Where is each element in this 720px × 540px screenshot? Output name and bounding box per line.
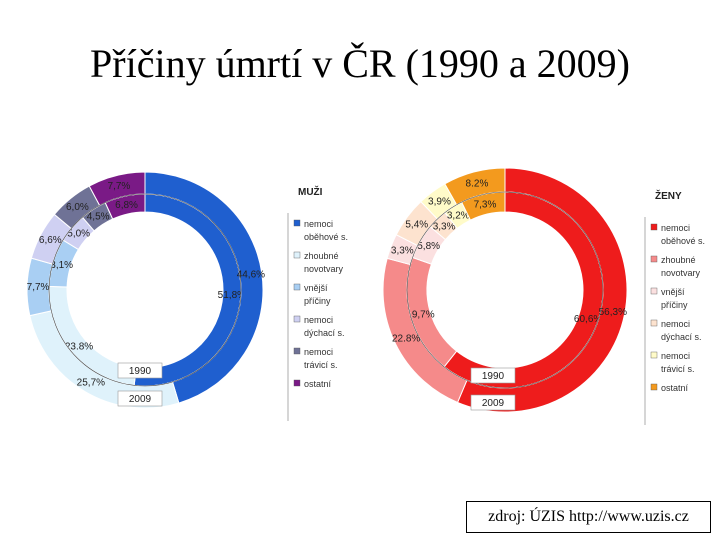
chart1-legend-item-3: nemoci dýchací s.: [650, 319, 702, 342]
chart1-ring-divider: [406, 191, 604, 389]
svg-text:trávicí s.: trávicí s.: [304, 360, 338, 370]
chart0-legend-item-0: nemoci oběhové s.: [293, 219, 348, 242]
chart0-outer-label-2: 7,7%: [27, 282, 50, 293]
chart0-inner-label-1: 23.8%: [65, 342, 93, 353]
svg-text:ostatní: ostatní: [304, 379, 332, 389]
chart0-outer-label-4: 6,0%: [66, 202, 89, 213]
chart1-inner-label-0: 60,6%: [574, 314, 602, 325]
chart0-legend-item-3: nemoci dýchací s.: [293, 315, 345, 338]
chart0-legend-item-5: ostatní: [293, 379, 332, 389]
men-donut-chart: 51,8% 23.8% 3,1% 5,0% 4,5% 6,8% 44,6% 25,7% 7,7%…: [26, 171, 348, 421]
chart1-outer-label-2: 3,3%: [391, 246, 414, 257]
chart0-outer-label-0: 44,6%: [237, 269, 265, 280]
svg-text:příčiny: příčiny: [661, 300, 688, 310]
chart0-inner-label-3: 5,0%: [67, 229, 90, 240]
chart0-ring-label-inner: 1990: [117, 362, 163, 379]
chart0-ring-divider: [48, 193, 242, 387]
chart0-outer-label-5: 7,7%: [108, 181, 131, 192]
chart1-outer-label-1: 22.8%: [392, 333, 420, 344]
chart0-legend-title: MUŽI: [298, 185, 323, 198]
chart1-legend-item-5: ostatní: [650, 383, 689, 393]
chart1-legend: ŽENY nemoci oběhové s. zhoubné novotvary vněj…: [644, 189, 705, 425]
chart1-outer-label-3: 5,4%: [405, 219, 428, 230]
chart0-inner-label-2: 3,1%: [50, 260, 73, 271]
chart0-legend-item-1: zhoubné novotvary: [293, 251, 344, 274]
svg-text:nemoci: nemoci: [661, 319, 690, 329]
chart0-inner-label-4: 4,5%: [87, 212, 110, 223]
svg-text:dýchací s.: dýchací s.: [304, 328, 345, 338]
chart1-outer-label-5: 8.2%: [466, 179, 489, 190]
chart1-legend-item-0: nemoci oběhové s.: [650, 223, 705, 246]
svg-text:trávicí s.: trávicí s.: [661, 364, 695, 374]
chart1-outer-label-0: 56,3%: [599, 307, 627, 318]
svg-text:zhoubné: zhoubné: [304, 251, 339, 261]
chart0-outer-label-3: 6,6%: [39, 235, 62, 246]
svg-text:novotvary: novotvary: [661, 268, 701, 278]
page-title: Příčiny úmrtí v ČR (1990 a 2009): [90, 41, 630, 86]
svg-text:ostatní: ostatní: [661, 383, 689, 393]
svg-text:nemoci: nemoci: [661, 223, 690, 233]
chart1-inner-label-3: 3,3%: [433, 221, 456, 232]
chart1-legend-item-1: zhoubné novotvary: [650, 255, 701, 278]
svg-text:nemoci: nemoci: [304, 219, 333, 229]
svg-text:dýchací s.: dýchací s.: [661, 332, 702, 342]
svg-text:zhoubné: zhoubné: [661, 255, 696, 265]
chart0-ring-label-outer: 2009: [117, 390, 163, 407]
svg-text:vnější: vnější: [304, 283, 328, 293]
chart0-legend-item-2: vnější příčiny: [293, 283, 331, 306]
svg-text:oběhové s.: oběhové s.: [304, 232, 348, 242]
svg-text:nemoci: nemoci: [661, 351, 690, 361]
chart1-ring-label-inner: 1990: [470, 367, 516, 384]
chart0-inner-label-5: 6,8%: [115, 200, 138, 211]
svg-text:2009: 2009: [129, 394, 152, 405]
chart0-legend-item-4: nemoci trávicí s.: [293, 347, 338, 370]
chart1-outer-label-4: 3,9%: [428, 197, 451, 208]
chart0-legend: MUŽI nemoci oběhové s. zhoubné novotvary vněj…: [287, 185, 348, 421]
svg-text:1990: 1990: [129, 366, 152, 377]
svg-text:oběhové s.: oběhové s.: [661, 236, 705, 246]
chart1-inner-label-1: 19,7%: [406, 309, 434, 320]
source-citation: zdroj: ÚZIS http://www.uzis.cz: [466, 501, 711, 533]
chart0-inner-label-0: 51,8%: [218, 290, 246, 301]
svg-text:příčiny: příčiny: [304, 296, 331, 306]
svg-text:2009: 2009: [482, 398, 505, 409]
chart1-legend-title: ŽENY: [655, 189, 682, 202]
chart0-outer-label-1: 25,7%: [77, 377, 105, 388]
svg-text:novotvary: novotvary: [304, 264, 344, 274]
svg-text:vnější: vnější: [661, 287, 685, 297]
svg-text:nemoci: nemoci: [304, 315, 333, 325]
women-donut-chart: 60,6%19,7%5,8%3,3%3,2%7,3%56,3%22.8%3,3%…: [382, 167, 705, 425]
chart1-inner-label-4: 3,2%: [447, 210, 470, 221]
chart1-legend-item-2: vnější příčiny: [650, 287, 688, 310]
svg-text:1990: 1990: [482, 371, 505, 382]
chart1-inner-label-2: 5,8%: [417, 241, 440, 252]
chart1-ring-label-outer: 2009: [470, 394, 516, 411]
svg-text:nemoci: nemoci: [304, 347, 333, 357]
chart1-legend-item-4: nemoci trávicí s.: [650, 351, 695, 374]
chart1-inner-label-5: 7,3%: [474, 199, 497, 210]
